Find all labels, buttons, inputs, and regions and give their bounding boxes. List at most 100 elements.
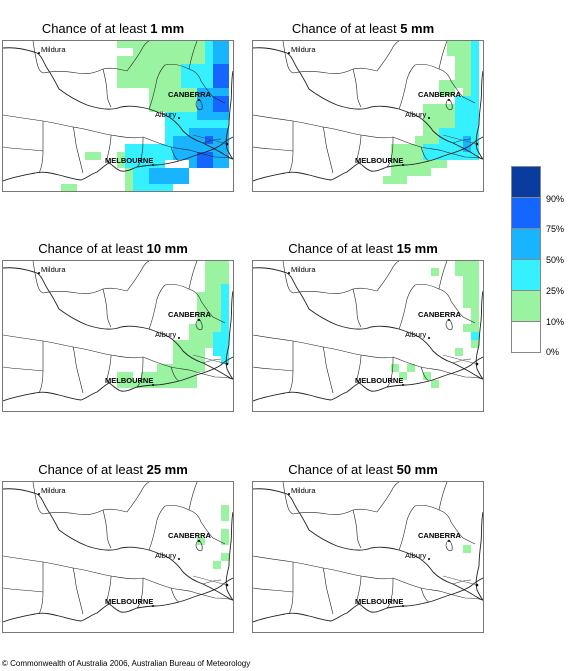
probability-cell: [463, 324, 471, 332]
district-boundary: [292, 287, 378, 295]
district-boundary: [126, 41, 150, 72]
city-marker-albury: [428, 117, 430, 119]
coastline-or-border: [3, 577, 233, 623]
district-boundary: [322, 346, 394, 359]
district-boundary: [195, 318, 203, 331]
district-boundary: [398, 64, 416, 110]
legend-label-10: 10%: [546, 317, 565, 327]
city-marker-melbourne: [152, 605, 154, 607]
district-boundary: [195, 539, 203, 552]
city-label-canberra: CANBERRA: [168, 90, 212, 99]
district-boundary: [376, 41, 400, 72]
district-boundary: [102, 288, 112, 328]
probability-cell: [133, 380, 149, 388]
map-5mm-svg: Mildura CANBERRA Albury MELBOURNE: [253, 41, 483, 184]
district-boundary: [376, 261, 400, 292]
coastline-or-border: [3, 488, 233, 601]
district-boundary: [72, 567, 144, 580]
probability-cell: [431, 380, 439, 388]
city-marker-melbourne: [152, 384, 154, 386]
district-boundary: [38, 340, 44, 394]
district-boundary: [3, 334, 74, 348]
district-boundary: [322, 126, 334, 174]
district-boundary: [170, 587, 180, 603]
district-boundary: [102, 509, 112, 549]
district-boundary: [376, 482, 400, 513]
district-boundary: [148, 64, 166, 110]
probability-cell: [125, 168, 133, 191]
legend-label-75: 75%: [546, 224, 565, 234]
city-marker-melbourne: [152, 164, 154, 166]
district-boundary: [3, 587, 44, 593]
legend-colorbar: [511, 166, 541, 353]
district-boundary: [288, 340, 294, 394]
probability-cell: [197, 537, 205, 545]
map-25mm-svg: Mildura CANBERRA Albury MELBOURNE: [3, 482, 233, 623]
panel-title-1mm: Chance of at least 1 mm: [41, 21, 185, 36]
district-boundary: [442, 591, 483, 601]
probability-cell: [391, 144, 415, 176]
district-boundary: [126, 261, 150, 292]
map-50mm: Mildura CANBERRA Albury MELBOURNE: [252, 481, 484, 633]
city-label-albury: Albury: [405, 110, 427, 119]
map-25mm: Mildura CANBERRA Albury MELBOURNE: [2, 481, 234, 633]
district-boundary: [188, 41, 198, 70]
map-5mm: Mildura CANBERRA Albury MELBOURNE: [252, 40, 484, 192]
probability-cell: [213, 64, 229, 88]
city-marker-canberra: [198, 319, 200, 321]
district-boundary: [192, 591, 233, 601]
district-boundary: [106, 354, 112, 384]
probability-cell: [173, 136, 189, 160]
district-boundary: [3, 114, 74, 128]
coastline-or-border: [475, 290, 483, 380]
district-boundary: [3, 366, 44, 372]
city-label-mildura: Mildura: [41, 265, 66, 274]
coastline-or-border: [225, 511, 233, 601]
district-boundary: [38, 561, 44, 615]
district-boundary: [170, 146, 180, 162]
district-boundary: [136, 356, 144, 388]
district-boundary: [3, 146, 44, 152]
district-boundary: [322, 567, 334, 615]
city-marker-canberra: [448, 99, 450, 101]
city-label-albury: Albury: [155, 551, 177, 560]
city-label-albury: Albury: [405, 551, 427, 560]
city-marker-mildura: [38, 493, 40, 495]
district-boundary: [195, 98, 203, 111]
panel-title-25mm: Chance of at least 25 mm: [38, 462, 188, 477]
probability-cell: [117, 372, 133, 388]
district-boundary: [438, 41, 448, 70]
coastline-or-border: [253, 577, 483, 623]
district-boundary: [438, 261, 448, 290]
district-boundary: [136, 136, 144, 168]
probability-cell: [439, 80, 455, 96]
probability-cell: [423, 372, 431, 380]
probability-cell: [463, 545, 471, 553]
legend-label-90: 90%: [546, 194, 565, 204]
probability-cell: [205, 136, 213, 144]
district-boundary: [292, 67, 378, 75]
map-1mm: Mildura CANBERRA Albury MELBOURNE: [2, 40, 234, 192]
district-boundary: [398, 505, 416, 551]
district-boundary: [164, 504, 202, 523]
district-boundary: [288, 561, 294, 615]
legend-swatch-90: [511, 166, 541, 197]
city-marker-mildura: [38, 52, 40, 54]
map-15mm-svg: Mildura CANBERRA Albury MELBOURNE: [253, 261, 483, 402]
district-boundary: [450, 300, 476, 324]
district-boundary: [106, 575, 112, 605]
district-boundary: [200, 300, 226, 324]
district-boundary: [253, 366, 294, 372]
district-boundary: [148, 505, 166, 551]
district-boundary: [170, 366, 180, 382]
district-boundary: [200, 521, 226, 545]
city-marker-albury: [178, 117, 180, 119]
coastline-or-border: [225, 70, 233, 160]
probability-cell: [125, 144, 165, 168]
coastline-or-border: [253, 136, 483, 182]
district-boundary: [3, 555, 74, 569]
district-boundary: [442, 150, 483, 160]
legend-swatch-25: [511, 259, 541, 290]
probability-cell: [391, 364, 399, 372]
district-boundary: [282, 482, 294, 515]
